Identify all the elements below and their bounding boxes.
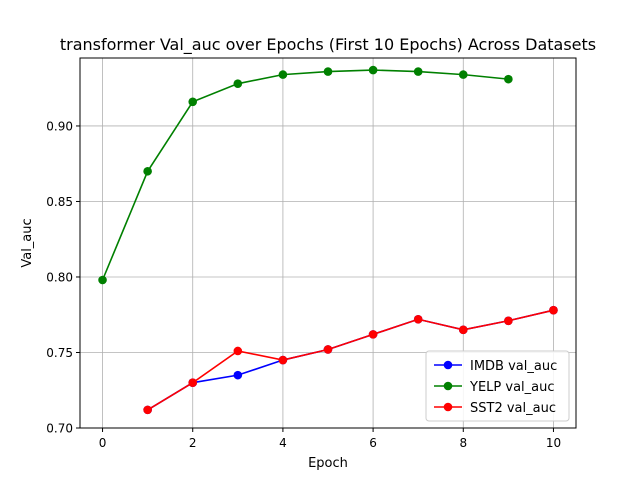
data-point-yelp (323, 67, 333, 76)
data-point-sst2 (323, 345, 333, 354)
chart-title: transformer Val_auc over Epochs (First 1… (60, 35, 596, 55)
y-tick-label: 0.75 (46, 346, 73, 360)
data-point-sst2 (549, 305, 558, 315)
legend: IMDB val_auc YELP val_auc SST2 val_auc (425, 350, 570, 422)
legend-marker-imdb (443, 360, 453, 370)
x-tick-label: 4 (279, 436, 287, 450)
y-tick-label: 0.70 (46, 422, 73, 436)
x-tick-label: 8 (459, 436, 467, 450)
y-tick-label: 0.80 (46, 270, 73, 284)
data-point-yelp (278, 70, 288, 79)
data-point-sst2 (233, 346, 243, 356)
legend-label-imdb: IMDB val_auc (470, 359, 557, 374)
series-line-sst2 (147, 309, 554, 411)
y-axis-label: Val_auc (20, 218, 35, 267)
data-point-sst2 (504, 316, 513, 326)
data-point-yelp (413, 67, 423, 76)
data-point-sst2 (368, 330, 378, 339)
data-point-yelp (368, 65, 378, 75)
x-tick-label: 6 (369, 436, 377, 450)
y-tick-label: 0.85 (46, 195, 73, 209)
grid (80, 58, 576, 429)
series-yelp (98, 65, 513, 285)
data-point-sst2 (188, 378, 198, 387)
x-tick-label: 10 (546, 436, 561, 450)
x-axis-ticks: 0 2 4 6 8 10 (99, 428, 561, 450)
data-point-yelp (188, 97, 198, 107)
data-point-sst2 (413, 314, 423, 324)
data-point-sst2 (458, 325, 468, 335)
series-layer (98, 65, 558, 415)
data-point-yelp (504, 74, 513, 84)
y-axis-ticks: 0.70 0.75 0.80 0.85 0.90 (46, 119, 80, 436)
series-line-yelp (101, 69, 509, 281)
data-point-sst2 (278, 355, 288, 365)
data-point-sst2 (143, 405, 152, 415)
y-tick-label: 0.90 (46, 119, 73, 133)
legend-marker-sst2 (443, 402, 453, 412)
x-tick-label: 2 (189, 436, 197, 450)
legend-marker-yelp (443, 381, 453, 391)
data-point-yelp (458, 70, 468, 79)
series-sst2 (143, 305, 558, 415)
data-point-yelp (98, 275, 107, 285)
data-point-imdb (233, 370, 243, 380)
data-point-yelp (233, 79, 243, 88)
plot-frame (79, 57, 577, 429)
data-point-yelp (143, 166, 152, 176)
legend-box (425, 350, 570, 422)
x-axis-label: Epoch (308, 456, 348, 471)
legend-label-yelp: YELP val_auc (469, 380, 555, 395)
x-tick-label: 0 (99, 436, 107, 450)
legend-label-sst2: SST2 val_auc (470, 401, 556, 416)
